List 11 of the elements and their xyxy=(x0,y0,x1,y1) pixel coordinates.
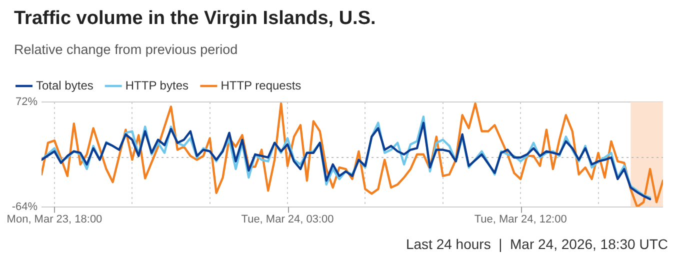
legend-label: Total bytes xyxy=(36,78,94,92)
x-tick-label: Tue, Mar 24, 03:00 xyxy=(241,213,334,226)
text: Last 24 hours | Mar 24, 2026, 18:30 UTC xyxy=(406,236,668,252)
x-tick-label: Tue, Mar 24, 12:00 xyxy=(474,213,567,226)
y-tick-label: 72% xyxy=(16,96,38,108)
chart-title: Traffic volume in the Virgin Islands, U.S. xyxy=(14,8,376,30)
x-tick-label: Mon, Mar 23, 18:00 xyxy=(6,213,102,226)
legend-label: HTTP requests xyxy=(220,78,302,92)
y-tick-label: -64% xyxy=(12,200,38,213)
legend-label: HTTP bytes xyxy=(125,78,189,92)
chart-subtitle: Relative change from previous period xyxy=(14,42,238,57)
